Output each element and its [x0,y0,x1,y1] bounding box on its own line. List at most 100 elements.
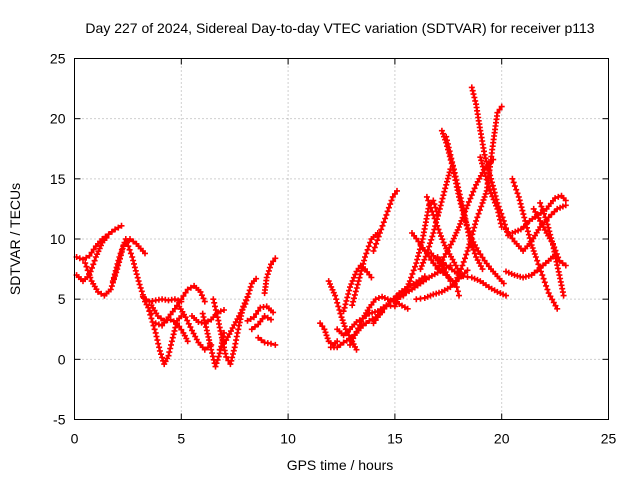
data-point [200,295,207,302]
data-point [322,329,329,336]
data-point [210,296,217,303]
data-point [180,293,187,299]
data-point [555,193,562,200]
data-point [541,279,548,286]
data-point [343,297,350,304]
data-point [373,240,380,247]
data-point [109,278,116,285]
data-point [501,221,508,228]
data-point [221,307,227,313]
data-point [264,271,271,278]
series-track-15 [248,313,274,333]
series-track-18 [317,320,341,348]
data-point [212,363,219,370]
data-point [562,262,569,269]
data-point [467,195,474,202]
data-point [537,217,544,224]
data-point [201,346,208,353]
data-point [351,332,358,338]
x-tick-label: 20 [494,431,510,447]
x-tick-label: 5 [177,431,185,447]
data-point [413,260,420,267]
data-point [503,292,509,299]
data-point [248,326,255,333]
data-point [471,185,478,192]
y-tick-label: 15 [50,171,66,187]
data-point [458,266,465,273]
data-point [135,278,142,285]
series-track-8 [152,282,208,329]
data-point [562,197,569,204]
data-point [132,267,139,274]
data-point [458,217,465,224]
data-point [484,180,491,186]
data-point [378,226,385,233]
data-point [548,235,555,242]
data-point [462,255,468,262]
data-point [496,213,503,220]
data-point [111,271,118,278]
data-point [337,310,344,317]
data-point [127,250,134,257]
data-point [133,271,140,278]
data-point [343,337,350,344]
data-point [155,321,162,328]
data-point [244,294,251,301]
data-point [108,228,115,235]
data-point [434,254,441,260]
data-point [319,323,326,330]
data-point [142,250,148,257]
data-point [221,340,227,347]
data-point [446,153,453,160]
data-point [442,136,449,143]
data-point [370,248,377,254]
x-tick-labels: 0 5 10 15 20 25 [71,431,617,447]
data-point [214,356,221,363]
data-point [168,338,175,345]
data-point [543,217,550,224]
data-point [352,271,359,278]
data-point [118,246,125,253]
series-track-2 [73,234,110,285]
data-point [148,315,155,322]
data-point [423,250,430,257]
data-point [252,323,258,330]
data-point [465,198,472,205]
series-track-23 [340,262,375,315]
data-point [139,293,146,300]
data-point [125,243,132,250]
data-point [335,303,342,310]
data-point [363,250,370,257]
data-point [126,246,133,253]
data-point [155,340,162,347]
data-point [500,280,507,287]
data-point [544,221,551,228]
data-point [112,226,119,233]
data-point [453,183,460,190]
data-point [90,261,97,268]
data-point [154,313,161,319]
data-point [340,339,347,346]
data-point [153,333,160,340]
data-point [479,199,486,206]
data-point [480,196,487,203]
data-point [246,287,253,294]
data-point [505,269,512,276]
data-point [552,195,559,202]
data-point [421,273,428,280]
data-point [516,197,523,204]
data-point [352,288,359,295]
data-point [435,226,442,233]
data-point [554,305,561,312]
data-point [434,222,441,229]
data-point [445,172,452,179]
data-point [445,146,451,153]
data-point [538,203,545,210]
data-point [470,228,477,234]
data-point [345,291,352,297]
data-point [107,286,114,293]
data-point [530,248,537,254]
data-point [110,274,117,281]
data-point [356,274,363,281]
data-point [510,179,517,186]
